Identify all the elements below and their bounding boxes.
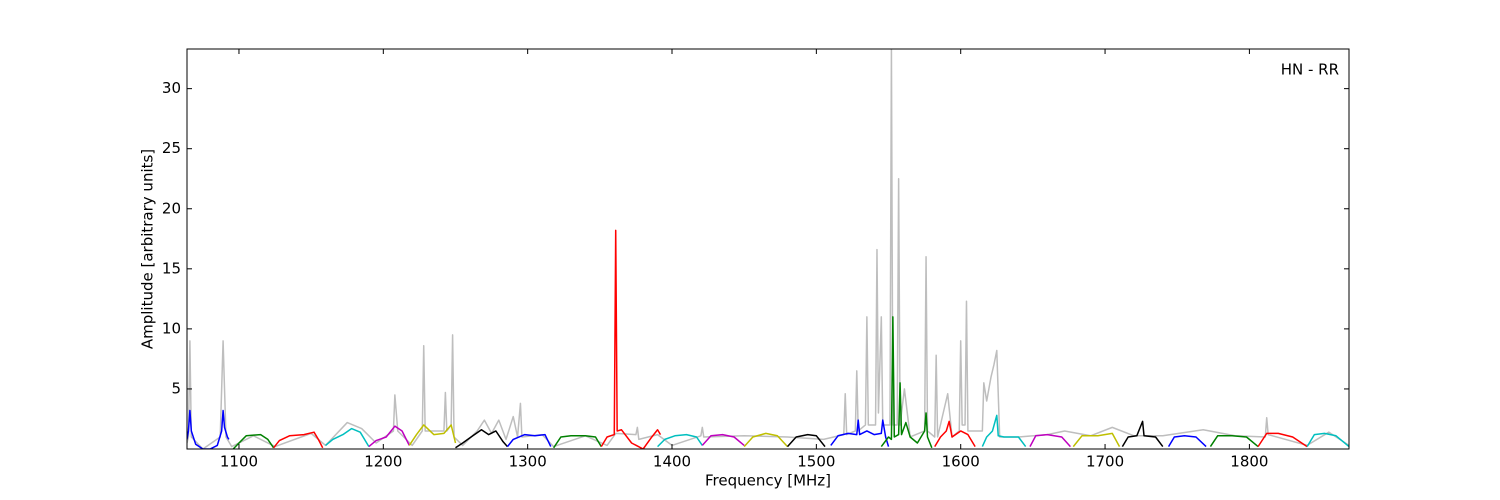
spectrum-line — [187, 409, 230, 449]
y-tick-label: 20 — [162, 199, 181, 217]
x-tick-label: 1300 — [509, 453, 547, 471]
x-tick-label: 1700 — [1086, 453, 1124, 471]
x-tick-label: 1800 — [1230, 453, 1268, 471]
spectrum-line — [273, 431, 324, 449]
spectrum-line — [455, 429, 509, 449]
spectrum-line — [232, 433, 275, 449]
spectrum-line — [1306, 432, 1349, 448]
spectrum-line — [1257, 432, 1308, 448]
spectrum-line — [880, 316, 933, 449]
spectrum-line — [1209, 435, 1259, 448]
spectrum-line — [187, 49, 1349, 449]
y-axis-label: Amplitude [arbitrary units] — [139, 149, 157, 349]
spectrum-line — [506, 433, 552, 448]
spectrum-line — [786, 433, 826, 448]
x-tick-label: 1500 — [797, 453, 835, 471]
x-tick-label: 1400 — [653, 453, 691, 471]
spectrum-line — [743, 432, 789, 448]
y-tick-label: 10 — [162, 319, 181, 337]
x-axis-label: Frequency [MHz] — [705, 472, 831, 490]
spectrum-line — [1121, 420, 1164, 448]
spectrum-line — [1072, 432, 1121, 448]
spectrum-line — [981, 414, 1027, 448]
y-tick-label: 25 — [162, 139, 181, 157]
spectrum-line — [934, 420, 976, 447]
x-tick-label: 1100 — [220, 453, 258, 471]
x-tick-label: 1600 — [942, 453, 980, 471]
spectrum-line — [1167, 435, 1207, 448]
spectrum-line — [657, 433, 703, 448]
spectrum-line — [600, 229, 662, 449]
y-tick-label: 30 — [162, 79, 181, 97]
x-tick-label: 1200 — [364, 453, 402, 471]
spectrum-line — [1029, 433, 1071, 448]
spectrum-line — [408, 424, 457, 446]
axes-frame — [186, 48, 1350, 450]
spectrum-line — [830, 419, 890, 447]
annotation: HN - RR — [1281, 61, 1339, 79]
y-tick-label: 15 — [162, 259, 181, 277]
spectrum-line — [368, 425, 410, 448]
plot-lines — [187, 49, 1349, 449]
spectrum-line — [701, 433, 745, 446]
y-tick-label: 5 — [171, 379, 181, 397]
spectrum-line — [325, 427, 370, 447]
spectrum-line — [553, 435, 602, 449]
